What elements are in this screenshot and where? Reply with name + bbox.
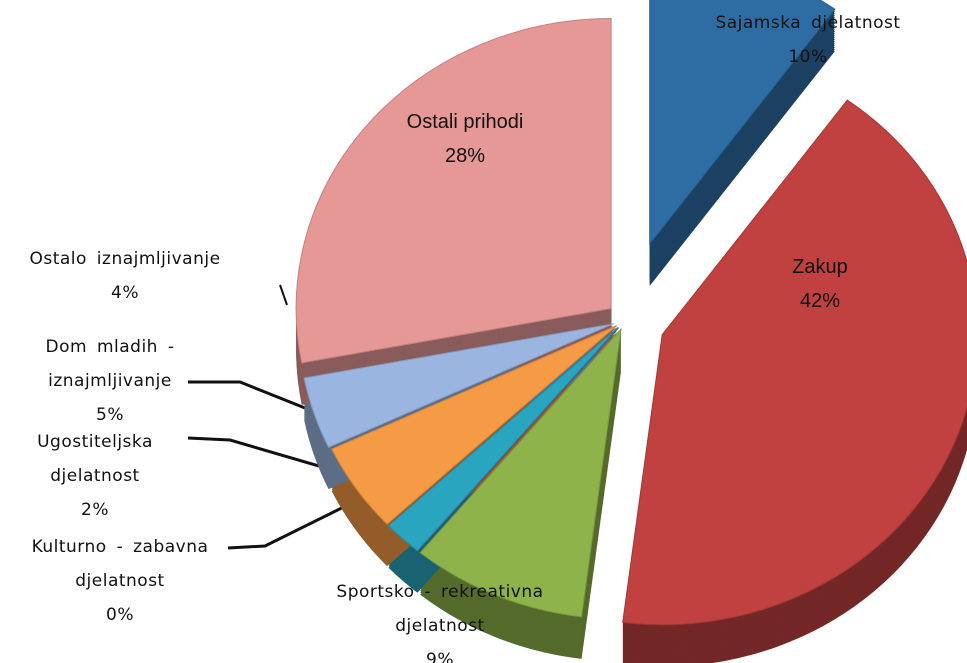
category-name: Ostalo iznajmljivanje [29, 249, 221, 269]
slice [303, 323, 614, 448]
value-label: 10% [788, 47, 828, 67]
slice-label: Dom mladih - iznajmljivanje 5% [20, 330, 200, 432]
value-label: 0% [106, 605, 134, 625]
category-name: Ugostiteljska djelatnost [37, 432, 153, 486]
category-name: Ostali prihodi [406, 111, 524, 133]
slice [622, 99, 967, 626]
category-name: Zakup [792, 256, 848, 278]
slice-label: Zakup 42% [740, 250, 900, 318]
slice-label: Ugostiteljska djelatnost 2% [10, 425, 180, 527]
slice-label: Kulturno - zabavna djelatnost 0% [0, 530, 240, 632]
value-label: 2% [81, 500, 109, 520]
slice [295, 18, 612, 364]
category-name: Kulturno - zabavna djelatnost [31, 537, 209, 591]
category-name: Sportsko - rekreativna djelatnost [336, 582, 544, 636]
value-label: 42% [799, 290, 841, 312]
slice [387, 326, 619, 552]
category-name: Dom mladih - iznajmljivanje [45, 337, 175, 391]
value-label: 4% [111, 283, 139, 303]
value-label: 5% [96, 405, 124, 425]
slice-label: Sajamska djelatnost 10% [678, 6, 938, 74]
leader-line [188, 380, 331, 420]
slice [649, 0, 836, 246]
slice [419, 327, 622, 618]
slice-label: Ostalo iznajmljivanje 4% [0, 242, 260, 310]
value-label: 9% [426, 650, 454, 663]
value-label: 28% [444, 145, 486, 167]
leader-line [187, 436, 361, 480]
category-name: Sajamska djelatnost [715, 13, 901, 33]
leader-line [279, 284, 288, 306]
leader-lines [187, 284, 469, 575]
slice-label: Sportsko - rekreativna djelatnost 9% [290, 575, 590, 663]
pie-tops [295, 0, 967, 626]
leader-line [227, 488, 379, 550]
slice-label: Ostali prihodi 28% [355, 105, 575, 173]
slice [331, 325, 618, 525]
